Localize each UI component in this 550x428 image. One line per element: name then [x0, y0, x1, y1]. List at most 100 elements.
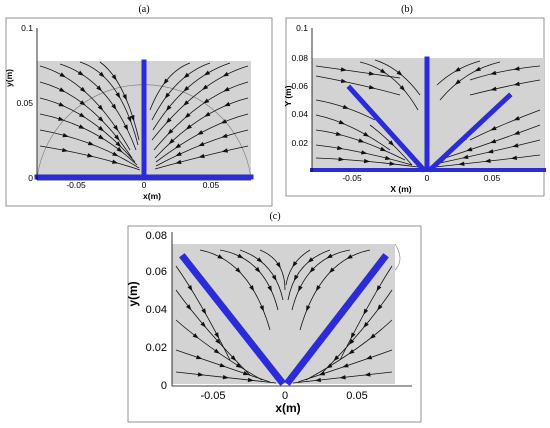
- panel-a-arrowhead: [57, 116, 65, 121]
- panel-c-arrowhead: [293, 274, 299, 282]
- panel-a-arrowhead: [98, 71, 105, 78]
- panel-c-arrowhead: [192, 333, 199, 339]
- panel-c-arrowhead: [348, 349, 355, 355]
- panel-c-arrowhead: [213, 348, 220, 354]
- panel-c-arrowhead: [342, 363, 349, 368]
- panel-b-xtick: 0.05: [484, 173, 501, 183]
- panel-b-arrowhead: [513, 81, 520, 86]
- panel-c-streamline: [199, 249, 271, 331]
- panel-c-arrowhead: [315, 285, 321, 292]
- panel-a-arrowhead: [220, 119, 227, 124]
- panel-c-arrowhead: [363, 321, 369, 328]
- panel-b-arrowhead: [513, 66, 520, 71]
- panel-b-ylabel: Y (m): [283, 85, 293, 106]
- panel-a-arrowhead: [168, 138, 175, 145]
- panel-b-left-plate: [346, 84, 427, 173]
- panel-b-arrowhead: [454, 67, 461, 72]
- panel-a-arrowhead: [111, 103, 117, 110]
- panel-b-arrowhead: [487, 149, 494, 154]
- panel-c-xtick: 0: [282, 390, 288, 402]
- panel-c-arrowhead: [247, 377, 254, 383]
- panel-b-arrowhead: [336, 145, 344, 151]
- panel-c-arrowhead: [215, 338, 221, 345]
- panel-b-ytick: 0.04: [291, 109, 308, 119]
- panel-a-arrowhead: [198, 141, 205, 147]
- panel-a-arrowhead: [221, 133, 228, 138]
- panel-c-arrowhead: [254, 266, 261, 273]
- panel-a-arrowhead: [175, 159, 182, 165]
- panel-b-arrowhead: [490, 70, 497, 76]
- panel-b-arrowhead: [379, 68, 387, 74]
- panel-a-arrowhead: [222, 71, 229, 77]
- panel-b: (b) 0.1 0.08 0.06 0.04 0.02 Y (m) -0.05 …: [283, 4, 546, 197]
- panel-b-ytick: 0.02: [291, 138, 308, 148]
- panel-c-arrowhead: [306, 305, 311, 312]
- panel-b-arrowhead: [363, 131, 370, 137]
- panel-b-arrowhead: [379, 146, 387, 152]
- panel-a-arrowhead: [79, 100, 86, 106]
- panel-b-arrowhead: [340, 78, 348, 84]
- panel-c-ylabel: y(m): [126, 281, 140, 306]
- panel-c-ytick: 0.06: [146, 266, 167, 278]
- panel-b-arrowhead: [512, 143, 519, 148]
- panel-c-ytick: 0.02: [146, 342, 167, 354]
- panel-a-arrowhead: [167, 128, 174, 135]
- panel-c-arrowhead: [318, 371, 326, 376]
- panel-b-streamline: [469, 109, 541, 141]
- panel-a-arrowhead: [123, 124, 129, 131]
- panel-c-streamline: [287, 249, 331, 301]
- panel-c-arrowhead: [348, 338, 355, 345]
- panel-a-arrowhead: [122, 94, 127, 101]
- panel-c-left-plate: [179, 253, 286, 386]
- panel-a-arrowhead: [113, 124, 119, 132]
- panel-a-xtick: 0.05: [203, 180, 220, 190]
- panel-b-streamlines: [315, 59, 541, 168]
- panel-c-arrowhead: [275, 262, 281, 269]
- panel-c-arrowhead: [350, 332, 356, 339]
- panel-c-streamline: [239, 249, 284, 301]
- panel-b-streamline: [439, 61, 501, 101]
- panel-c-ytick: 0.08: [146, 230, 167, 242]
- panel-c-arrowhead: [369, 333, 376, 339]
- panel-c-arrowhead: [256, 257, 263, 263]
- panel-b-streamline: [469, 65, 541, 81]
- panel-c-arrowhead: [309, 266, 316, 273]
- panel-b-arrowhead: [490, 86, 497, 91]
- panel-b-streamline: [315, 65, 401, 79]
- panel-b-arrowhead: [388, 140, 395, 146]
- panel-a-frame: [5, 17, 273, 207]
- panel-a-arrowhead: [163, 78, 169, 85]
- panel-a-arrowhead: [126, 116, 132, 123]
- panel-a-ylabel: y(m): [4, 69, 14, 87]
- panel-c-streamline: [299, 249, 371, 331]
- panel-c-arrowhead: [377, 304, 383, 311]
- panel-a-streamline: [152, 62, 231, 131]
- panel-a-streamline: [39, 65, 131, 151]
- panel-c-arrowhead: [200, 321, 206, 328]
- panel-c-arrowhead: [363, 308, 369, 315]
- panel-b-streamline: [434, 154, 541, 168]
- panel-b-arrowhead: [361, 150, 368, 155]
- panel-b-streamline: [469, 79, 541, 96]
- panel-b-arrowhead: [462, 154, 469, 159]
- panel-a-arrowhead: [175, 151, 182, 157]
- panel-c-arrowhead: [217, 254, 224, 260]
- panel-b-xtick: 0: [425, 173, 430, 183]
- panel-a-arrowhead: [115, 92, 121, 99]
- panel-c-xlabel: x(m): [275, 401, 300, 415]
- panel-c-outline: [394, 243, 401, 271]
- panel-c-arrowhead: [298, 285, 303, 292]
- panel-a-arrowhead: [78, 112, 86, 118]
- panel-b-ytick: 0.08: [291, 53, 308, 63]
- panel-c-arrowhead: [339, 375, 346, 380]
- panel-b-streamline: [444, 124, 541, 159]
- panel-b-ytick: 0.1: [296, 23, 308, 33]
- panel-c-arrowhead: [376, 285, 382, 292]
- panel-a-arrowhead: [59, 87, 66, 93]
- panel-a-ytick: 0: [28, 173, 33, 183]
- panel-a-streamline: [151, 65, 249, 141]
- panel-b-xlabel: X (m): [390, 184, 411, 194]
- panel-a-label: (a): [138, 4, 149, 15]
- panel-a-streamline: [154, 97, 249, 159]
